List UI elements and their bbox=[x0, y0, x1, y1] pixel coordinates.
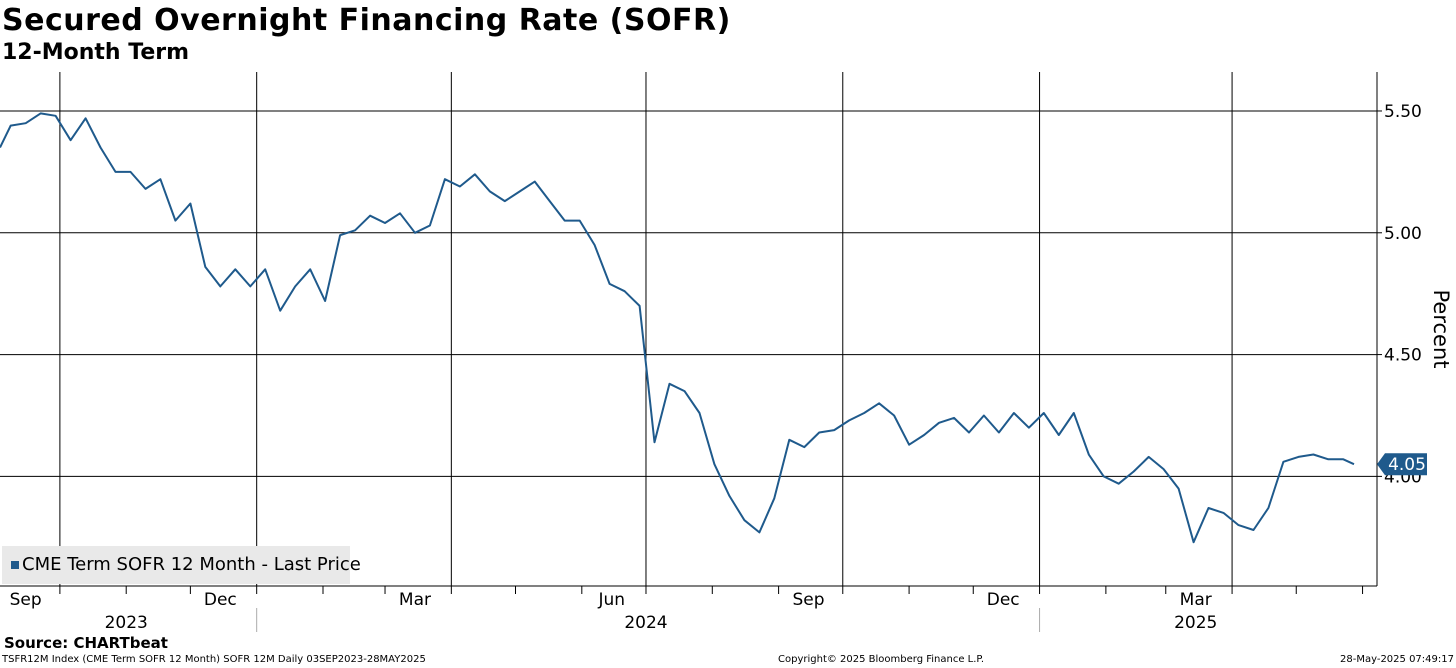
y-axis-label: Percent bbox=[1429, 289, 1453, 368]
chart-legend: CME Term SOFR 12 Month - Last Price bbox=[2, 546, 361, 584]
series-line bbox=[0, 112, 1355, 544]
y-tick-label: 4.50 bbox=[1384, 346, 1422, 366]
last-value-label: 4.05 bbox=[1388, 455, 1426, 475]
footer-timestamp: 28-May-2025 07:49:17 bbox=[1340, 654, 1454, 665]
y-tick-label: 5.50 bbox=[1384, 102, 1422, 122]
year-label: 2023 bbox=[105, 613, 148, 633]
year-label: 2024 bbox=[624, 613, 667, 633]
x-tick-label: Jun bbox=[597, 590, 625, 610]
legend-swatch bbox=[11, 561, 19, 569]
x-tick-label: Mar bbox=[1180, 590, 1212, 610]
x-tick-label: Sep bbox=[10, 590, 42, 610]
source-note: Source: CHARTbeat bbox=[4, 634, 168, 652]
y-tick-label: 5.00 bbox=[1384, 224, 1422, 244]
x-tick-label: Dec bbox=[987, 590, 1020, 610]
chart-subtitle: 12-Month Term bbox=[2, 40, 190, 65]
legend-label: CME Term SOFR 12 Month - Last Price bbox=[22, 554, 361, 575]
footer-copyright: Copyright© 2025 Bloomberg Finance L.P. bbox=[778, 654, 985, 665]
chart-title: Secured Overnight Financing Rate (SOFR) bbox=[2, 3, 731, 38]
x-tick-label: Sep bbox=[793, 590, 825, 610]
year-label: 2025 bbox=[1174, 613, 1217, 633]
x-tick-label: Dec bbox=[204, 590, 237, 610]
x-tick-label: Mar bbox=[399, 590, 431, 610]
last-value-badge bbox=[1377, 453, 1427, 476]
footer-index-info: TSFR12M Index (CME Term SOFR 12 Month) S… bbox=[2, 654, 426, 665]
